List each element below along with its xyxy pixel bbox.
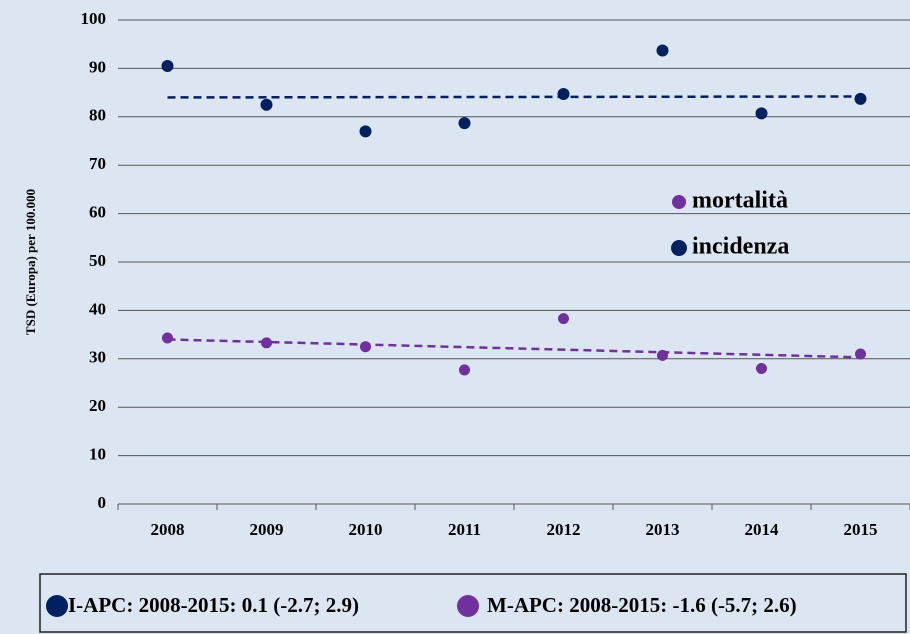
- y-tick-label: 90: [89, 57, 106, 76]
- data-point: [161, 59, 174, 72]
- legend-marker: [672, 195, 686, 209]
- data-point: [656, 44, 669, 57]
- y-tick-label: 0: [98, 493, 107, 512]
- x-tick-label: 2008: [151, 520, 185, 539]
- data-point: [360, 341, 371, 353]
- x-tick-label: 2012: [547, 520, 581, 539]
- x-tick-label: 2011: [448, 520, 481, 539]
- x-tick-label: 2013: [646, 520, 680, 539]
- legend-label: mortalità: [692, 188, 788, 214]
- y-tick-label: 20: [89, 396, 106, 415]
- data-point: [260, 98, 273, 111]
- x-tick-label: 2010: [349, 520, 383, 539]
- x-tick-label: 2009: [250, 520, 284, 539]
- annotation-marker: [457, 595, 479, 617]
- annotation-box: [39, 573, 907, 633]
- data-point: [756, 362, 767, 374]
- y-tick-label: 50: [89, 251, 106, 270]
- annotation-marker: [46, 595, 68, 617]
- data-point: [458, 117, 471, 130]
- y-tick-label: 30: [89, 348, 106, 367]
- y-axis-label: TSD (Europa) per 100.000: [23, 189, 38, 335]
- data-point: [657, 349, 668, 361]
- trend-line: [167, 95, 861, 99]
- data-point: [855, 348, 866, 360]
- y-tick-label: 70: [89, 154, 106, 173]
- data-point: [162, 332, 173, 344]
- y-tick-label: 100: [81, 9, 107, 28]
- y-tick-label: 60: [89, 203, 106, 222]
- legend-marker: [671, 240, 687, 256]
- x-tick-label: 2014: [745, 520, 780, 539]
- data-point: [755, 107, 768, 120]
- x-tick-label: 2015: [844, 520, 878, 539]
- y-tick-label: 40: [89, 299, 106, 318]
- data-point: [558, 313, 569, 325]
- annotation: M-APC: 2008-2015: -1.6 (-5.7; 2.6): [487, 593, 797, 617]
- y-tick-label: 80: [89, 106, 106, 125]
- legend-label: incidenza: [692, 234, 789, 260]
- trend-line: [167, 338, 861, 359]
- y-tick-label: 10: [89, 445, 106, 464]
- data-point: [459, 364, 470, 376]
- data-point: [557, 88, 570, 101]
- data-point: [854, 92, 867, 105]
- data-point: [261, 337, 272, 349]
- data-point: [359, 125, 372, 138]
- annotation: I-APC: 2008-2015: 0.1 (-2.7; 2.9): [68, 593, 359, 617]
